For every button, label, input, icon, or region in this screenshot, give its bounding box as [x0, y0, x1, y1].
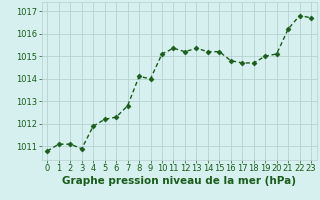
X-axis label: Graphe pression niveau de la mer (hPa): Graphe pression niveau de la mer (hPa) [62, 176, 296, 186]
